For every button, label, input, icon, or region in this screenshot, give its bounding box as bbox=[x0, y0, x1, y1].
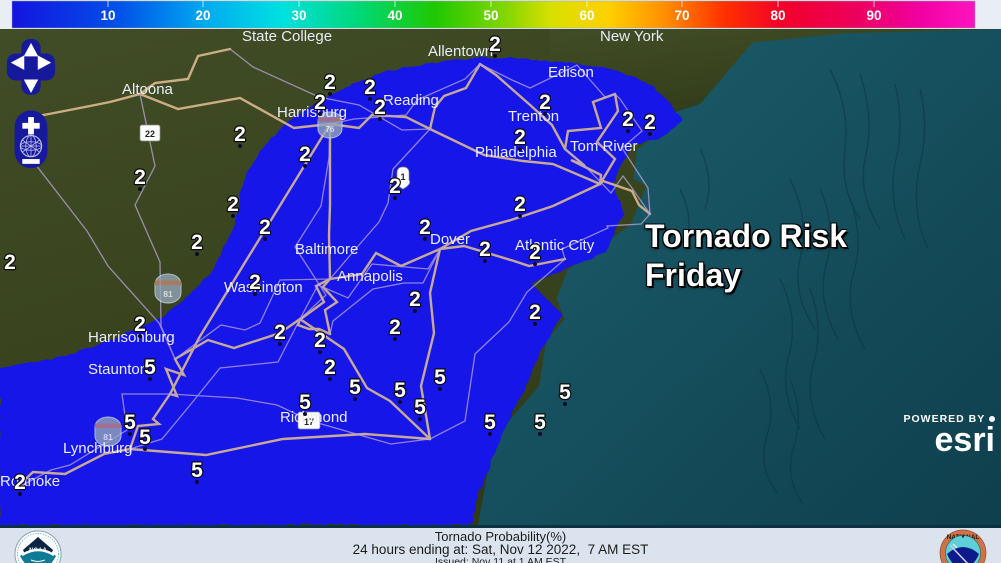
svg-text:Harrisonburg: Harrisonburg bbox=[88, 329, 175, 346]
svg-text:2: 2 bbox=[389, 316, 401, 339]
svg-text:5: 5 bbox=[534, 411, 546, 434]
svg-text:2: 2 bbox=[324, 356, 336, 379]
svg-text:70: 70 bbox=[674, 8, 689, 23]
svg-text:Roanoke: Roanoke bbox=[0, 473, 60, 490]
svg-text:5: 5 bbox=[414, 396, 426, 419]
svg-text:50: 50 bbox=[483, 8, 498, 23]
svg-text:81: 81 bbox=[163, 289, 173, 299]
svg-text:Atlantic City: Atlantic City bbox=[515, 237, 595, 254]
svg-text:5: 5 bbox=[299, 391, 311, 414]
svg-text:2: 2 bbox=[274, 321, 286, 344]
svg-text:2: 2 bbox=[191, 231, 203, 254]
svg-text:2: 2 bbox=[259, 216, 271, 239]
svg-text:2: 2 bbox=[514, 126, 526, 149]
svg-text:2: 2 bbox=[539, 91, 551, 114]
svg-text:5: 5 bbox=[349, 376, 361, 399]
svg-text:2: 2 bbox=[14, 471, 26, 494]
svg-text:2: 2 bbox=[419, 216, 431, 239]
svg-text:22: 22 bbox=[145, 129, 155, 139]
svg-text:Richmond: Richmond bbox=[280, 409, 348, 426]
svg-text:Trenton: Trenton bbox=[508, 108, 559, 125]
svg-text:2: 2 bbox=[234, 123, 246, 146]
svg-text:1: 1 bbox=[400, 172, 405, 182]
svg-text:2: 2 bbox=[529, 241, 541, 264]
svg-text:2: 2 bbox=[409, 288, 421, 311]
svg-text:2: 2 bbox=[529, 301, 541, 324]
svg-text:30: 30 bbox=[291, 8, 306, 23]
svg-text:2: 2 bbox=[324, 71, 336, 94]
svg-text:5: 5 bbox=[559, 381, 571, 404]
svg-text:Reading: Reading bbox=[383, 92, 439, 109]
svg-text:2: 2 bbox=[299, 143, 311, 166]
svg-text:80: 80 bbox=[770, 8, 785, 23]
svg-text:Tom River: Tom River bbox=[570, 138, 638, 155]
svg-text:10: 10 bbox=[100, 8, 115, 23]
svg-text:5: 5 bbox=[484, 411, 496, 434]
svg-text:Annapolis: Annapolis bbox=[337, 268, 403, 285]
svg-text:Staunton: Staunton bbox=[88, 361, 148, 378]
svg-text:2: 2 bbox=[489, 33, 501, 56]
svg-text:90: 90 bbox=[866, 8, 881, 23]
svg-text:2: 2 bbox=[479, 238, 491, 261]
svg-text:New York: New York bbox=[600, 29, 664, 45]
svg-text:Lynchburg: Lynchburg bbox=[63, 440, 133, 457]
svg-text:2: 2 bbox=[134, 166, 146, 189]
svg-text:5: 5 bbox=[434, 366, 446, 389]
svg-text:2: 2 bbox=[622, 108, 634, 131]
svg-text:5: 5 bbox=[394, 379, 406, 402]
svg-text:2: 2 bbox=[314, 329, 326, 352]
svg-text:40: 40 bbox=[387, 8, 402, 23]
svg-text:2: 2 bbox=[4, 251, 16, 274]
svg-text:76: 76 bbox=[326, 125, 335, 134]
svg-text:20: 20 bbox=[195, 8, 210, 23]
svg-text:State College: State College bbox=[242, 29, 332, 45]
svg-text:Altoona: Altoona bbox=[122, 81, 174, 98]
svg-text:2: 2 bbox=[314, 91, 326, 114]
svg-text:5: 5 bbox=[144, 356, 156, 379]
svg-text:2: 2 bbox=[249, 271, 261, 294]
svg-text:2: 2 bbox=[514, 193, 526, 216]
svg-text:5: 5 bbox=[139, 426, 151, 449]
svg-text:2: 2 bbox=[374, 96, 386, 119]
svg-text:2: 2 bbox=[134, 313, 146, 336]
svg-text:2: 2 bbox=[389, 175, 401, 198]
svg-text:5: 5 bbox=[124, 411, 136, 434]
svg-text:60: 60 bbox=[579, 8, 594, 23]
svg-text:Edison: Edison bbox=[548, 64, 594, 81]
svg-text:Allentown: Allentown bbox=[428, 43, 493, 60]
svg-text:Harrisburg: Harrisburg bbox=[277, 104, 347, 121]
svg-text:2: 2 bbox=[644, 111, 656, 134]
svg-text:Washington: Washington bbox=[224, 279, 303, 296]
svg-text:5: 5 bbox=[191, 459, 203, 482]
svg-text:Dover: Dover bbox=[430, 231, 470, 248]
svg-text:2: 2 bbox=[227, 193, 239, 216]
svg-text:Baltimore: Baltimore bbox=[295, 241, 358, 258]
